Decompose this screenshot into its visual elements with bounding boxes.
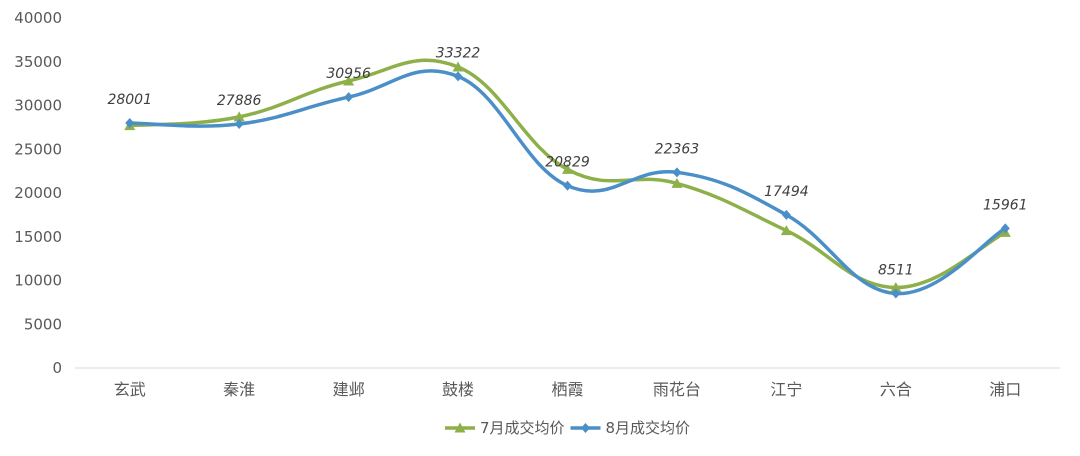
legend-label: 7月成交均价	[480, 419, 565, 437]
x-tick-label: 雨花台	[653, 380, 701, 399]
series-2-marker	[781, 209, 791, 220]
legend-marker	[454, 422, 466, 433]
data-label: 28001	[107, 92, 152, 108]
data-label: 22363	[655, 141, 700, 157]
x-tick-label: 鼓楼	[442, 380, 474, 399]
series-2-marker	[1000, 223, 1010, 234]
data-label: 33322	[436, 45, 481, 61]
legend-item: 8月成交均价	[570, 419, 691, 437]
y-tick-label: 25000	[14, 140, 62, 158]
legend-item: 7月成交均价	[445, 419, 565, 437]
x-tick-label: 栖霞	[551, 380, 583, 399]
data-labels: 28001 27886 30956 33322 20829 22363 17494 8511 1…	[107, 45, 1027, 278]
x-tick-label: 秦淮	[223, 380, 255, 399]
y-tick-label: 15000	[14, 228, 62, 246]
y-axis: 0 5000 10000 15000 20000 25000 30000 35000 40000	[14, 9, 62, 377]
data-label: 8511	[878, 263, 914, 279]
series-2-marker	[125, 117, 135, 128]
series-2-marker	[891, 288, 901, 299]
series-2-marker	[453, 71, 463, 82]
series-1-marker	[780, 225, 792, 236]
data-label: 30956	[326, 66, 371, 82]
series-1-marker	[562, 163, 573, 174]
data-label: 27886	[217, 93, 262, 109]
series-2-marker	[672, 167, 682, 178]
y-tick-label: 35000	[14, 53, 62, 71]
legend: 7月成交均价 8月成交均价	[445, 419, 690, 437]
y-tick-label: 20000	[14, 184, 62, 202]
legend-label: 8月成交均价	[606, 419, 691, 437]
y-tick-label: 5000	[24, 315, 62, 333]
series-1-marker	[343, 75, 355, 86]
marker-layer	[124, 61, 1011, 299]
x-tick-label: 六合	[880, 380, 912, 399]
data-label: 15961	[983, 197, 1028, 213]
x-tick-label: 浦口	[989, 380, 1021, 399]
data-label: 17494	[764, 184, 809, 200]
series-1-marker	[233, 111, 245, 122]
y-tick-label: 30000	[14, 97, 62, 115]
series-1-marker	[671, 177, 683, 188]
y-tick-label: 0	[52, 359, 62, 377]
x-tick-label: 江宁	[770, 380, 802, 399]
data-label: 20829	[545, 155, 590, 171]
legend-marker	[581, 423, 590, 433]
x-tick-label: 建邺	[333, 380, 365, 399]
series-2-marker	[344, 92, 354, 103]
series-2-marker	[234, 118, 244, 129]
series-1-marker	[890, 282, 902, 292]
x-tick-label: 玄武	[114, 380, 146, 399]
y-tick-label: 10000	[14, 272, 62, 290]
x-axis: 玄武 秦淮 建邺 鼓楼 栖霞 雨花台 江宁 六合 浦口	[114, 380, 1022, 399]
series-1-marker	[452, 61, 464, 72]
y-tick-label: 40000	[14, 9, 62, 27]
series-2-marker	[563, 180, 572, 191]
